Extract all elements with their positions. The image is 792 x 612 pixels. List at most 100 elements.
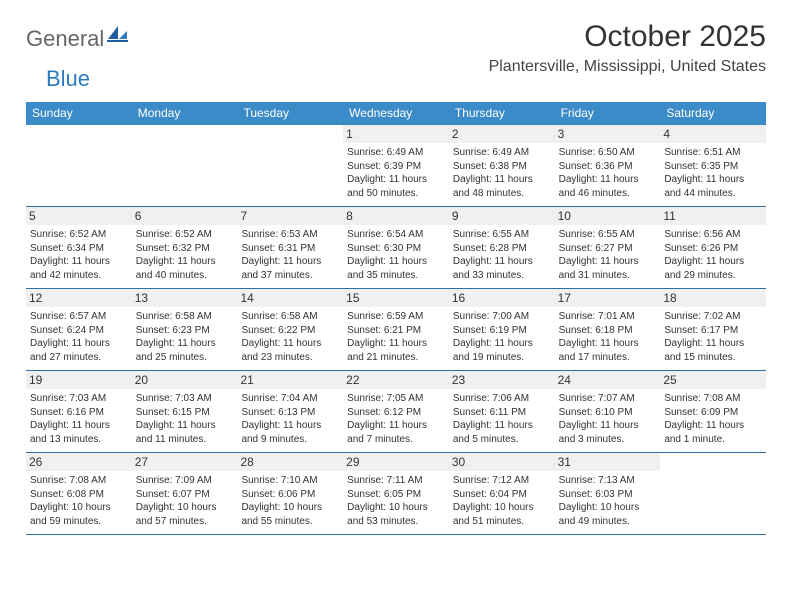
day-info: Sunrise: 6:55 AMSunset: 6:28 PMDaylight:…	[453, 228, 551, 282]
location-text: Plantersville, Mississippi, United State…	[489, 58, 766, 76]
day-cell: 3 Sunrise: 6:50 AMSunset: 6:36 PMDaylight…	[555, 125, 661, 206]
day-number: 10	[555, 207, 661, 225]
day-number: 13	[132, 289, 238, 307]
logo-text-general: General	[26, 26, 104, 52]
day-cell	[237, 125, 343, 206]
day-cell: 13 Sunrise: 6:58 AMSunset: 6:23 PMDayligh…	[132, 289, 238, 370]
day-cell: 15Sunrise: 6:59 AMSunset: 6:21 PMDayligh…	[343, 289, 449, 370]
page-title: October 2025	[489, 20, 766, 54]
day-info: Sunrise: 6:49 AMSunset: 6:39 PMDaylight:…	[347, 146, 445, 200]
day-cell: 30Sunrise: 7:12 AMSunset: 6:04 PMDayligh…	[449, 453, 555, 534]
day-header-row: SundayMondayTuesdayWednesdayThursdayFrid…	[26, 102, 766, 125]
day-number: 17	[555, 289, 661, 307]
day-cell: 26 Sunrise: 7:08 AMSunset: 6:08 PMDayligh…	[26, 453, 132, 534]
day-info: Sunrise: 6:58 AMSunset: 6:22 PMDaylight:…	[241, 310, 339, 364]
day-cell: 12Sunrise: 6:57 AMSunset: 6:24 PMDayligh…	[26, 289, 132, 370]
day-cell: 17 Sunrise: 7:01 AMSunset: 6:18 PMDayligh…	[555, 289, 661, 370]
day-number: 23	[449, 371, 555, 389]
calendar: SundayMondayTuesdayWednesdayThursdayFrid…	[26, 102, 766, 535]
title-block: October 2025 Plantersville, Mississippi,…	[489, 20, 766, 76]
day-info: Sunrise: 6:52 AMSunset: 6:32 PMDaylight:…	[136, 228, 234, 282]
day-header: Tuesday	[237, 102, 343, 125]
day-info: Sunrise: 6:57 AMSunset: 6:24 PMDaylight:…	[30, 310, 128, 364]
day-info: Sunrise: 6:58 AMSunset: 6:23 PMDaylight:…	[136, 310, 234, 364]
day-cell: 5 Sunrise: 6:52 AMSunset: 6:34 PMDaylight…	[26, 207, 132, 288]
day-header: Monday	[132, 102, 238, 125]
week-row: 5 Sunrise: 6:52 AMSunset: 6:34 PMDaylight…	[26, 207, 766, 289]
day-header: Sunday	[26, 102, 132, 125]
day-cell: 20 Sunrise: 7:03 AMSunset: 6:15 PMDayligh…	[132, 371, 238, 452]
day-cell: 24 Sunrise: 7:07 AMSunset: 6:10 PMDayligh…	[555, 371, 661, 452]
day-info: Sunrise: 7:03 AMSunset: 6:15 PMDaylight:…	[136, 392, 234, 446]
day-cell: 27Sunrise: 7:09 AMSunset: 6:07 PMDayligh…	[132, 453, 238, 534]
day-number: 30	[449, 453, 555, 471]
day-number: 27	[132, 453, 238, 471]
day-info: Sunrise: 6:50 AMSunset: 6:36 PMDaylight:…	[559, 146, 657, 200]
day-number: 14	[237, 289, 343, 307]
day-cell: 2Sunrise: 6:49 AMSunset: 6:38 PMDaylight…	[449, 125, 555, 206]
day-cell: 21Sunrise: 7:04 AMSunset: 6:13 PMDayligh…	[237, 371, 343, 452]
week-row: 26 Sunrise: 7:08 AMSunset: 6:08 PMDayligh…	[26, 453, 766, 535]
day-cell: 6 Sunrise: 6:52 AMSunset: 6:32 PMDaylight…	[132, 207, 238, 288]
day-cell: 8Sunrise: 6:54 AMSunset: 6:30 PMDaylight…	[343, 207, 449, 288]
day-number: 31	[555, 453, 661, 471]
day-cell: 11 Sunrise: 6:56 AMSunset: 6:26 PMDayligh…	[660, 207, 766, 288]
logo: General	[26, 20, 129, 52]
day-cell: 25 Sunrise: 7:08 AMSunset: 6:09 PMDayligh…	[660, 371, 766, 452]
day-info: Sunrise: 7:07 AMSunset: 6:10 PMDaylight:…	[559, 392, 657, 446]
day-cell: 10 Sunrise: 6:55 AMSunset: 6:27 PMDayligh…	[555, 207, 661, 288]
day-info: Sunrise: 6:55 AMSunset: 6:27 PMDaylight:…	[559, 228, 657, 282]
day-number: 25	[660, 371, 766, 389]
day-number: 8	[343, 207, 449, 225]
day-cell: 14 Sunrise: 6:58 AMSunset: 6:22 PMDayligh…	[237, 289, 343, 370]
day-info: Sunrise: 7:10 AMSunset: 6:06 PMDaylight:…	[241, 474, 339, 528]
day-number: 20	[132, 371, 238, 389]
day-number: 3	[555, 125, 661, 143]
day-cell	[26, 125, 132, 206]
day-info: Sunrise: 7:01 AMSunset: 6:18 PMDaylight:…	[559, 310, 657, 364]
day-info: Sunrise: 7:02 AMSunset: 6:17 PMDaylight:…	[664, 310, 762, 364]
day-number: 15	[343, 289, 449, 307]
day-number: 5	[26, 207, 132, 225]
day-number: 26	[26, 453, 132, 471]
day-number: 16	[449, 289, 555, 307]
day-cell: 22Sunrise: 7:05 AMSunset: 6:12 PMDayligh…	[343, 371, 449, 452]
logo-text-blue: Blue	[46, 66, 90, 92]
day-number: 19	[26, 371, 132, 389]
day-cell: 7 Sunrise: 6:53 AMSunset: 6:31 PMDaylight…	[237, 207, 343, 288]
day-number: 21	[237, 371, 343, 389]
day-info: Sunrise: 6:52 AMSunset: 6:34 PMDaylight:…	[30, 228, 128, 282]
day-number: 9	[449, 207, 555, 225]
day-cell: 28 Sunrise: 7:10 AMSunset: 6:06 PMDayligh…	[237, 453, 343, 534]
day-info: Sunrise: 7:00 AMSunset: 6:19 PMDaylight:…	[453, 310, 551, 364]
day-number: 1	[343, 125, 449, 143]
day-number: 28	[237, 453, 343, 471]
day-cell: 9 Sunrise: 6:55 AMSunset: 6:28 PMDaylight…	[449, 207, 555, 288]
day-cell: 23 Sunrise: 7:06 AMSunset: 6:11 PMDayligh…	[449, 371, 555, 452]
day-cell: 1 Sunrise: 6:49 AMSunset: 6:39 PMDaylight…	[343, 125, 449, 206]
day-info: Sunrise: 7:08 AMSunset: 6:09 PMDaylight:…	[664, 392, 762, 446]
day-cell: 31 Sunrise: 7:13 AMSunset: 6:03 PMDayligh…	[555, 453, 661, 534]
day-info: Sunrise: 7:03 AMSunset: 6:16 PMDaylight:…	[30, 392, 128, 446]
day-number: 4	[660, 125, 766, 143]
day-number: 7	[237, 207, 343, 225]
day-cell: 18Sunrise: 7:02 AMSunset: 6:17 PMDayligh…	[660, 289, 766, 370]
day-number: 29	[343, 453, 449, 471]
day-cell: 16 Sunrise: 7:00 AMSunset: 6:19 PMDayligh…	[449, 289, 555, 370]
day-info: Sunrise: 7:13 AMSunset: 6:03 PMDaylight:…	[559, 474, 657, 528]
day-info: Sunrise: 6:51 AMSunset: 6:35 PMDaylight:…	[664, 146, 762, 200]
day-info: Sunrise: 6:56 AMSunset: 6:26 PMDaylight:…	[664, 228, 762, 282]
day-number: 11	[660, 207, 766, 225]
day-header: Thursday	[449, 102, 555, 125]
day-info: Sunrise: 6:49 AMSunset: 6:38 PMDaylight:…	[453, 146, 551, 200]
day-info: Sunrise: 6:53 AMSunset: 6:31 PMDaylight:…	[241, 228, 339, 282]
day-info: Sunrise: 7:08 AMSunset: 6:08 PMDaylight:…	[30, 474, 128, 528]
day-number: 24	[555, 371, 661, 389]
day-info: Sunrise: 7:06 AMSunset: 6:11 PMDaylight:…	[453, 392, 551, 446]
day-cell: 4 Sunrise: 6:51 AMSunset: 6:35 PMDaylight…	[660, 125, 766, 206]
day-header: Friday	[555, 102, 661, 125]
week-row: 12Sunrise: 6:57 AMSunset: 6:24 PMDayligh…	[26, 289, 766, 371]
day-cell	[132, 125, 238, 206]
day-number: 6	[132, 207, 238, 225]
week-row: 1 Sunrise: 6:49 AMSunset: 6:39 PMDaylight…	[26, 125, 766, 207]
